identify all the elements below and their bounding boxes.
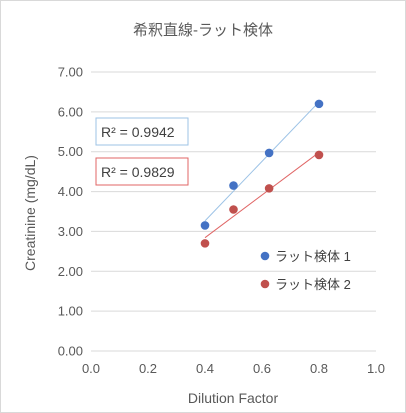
- r2-annotations: R² = 0.9942 R² = 0.9829: [95, 117, 189, 186]
- y-tick-label-7: 7.00: [58, 65, 83, 80]
- chart-title: 希釈直線-ラット検体: [133, 22, 273, 39]
- legend-label-2: ラット検体 2: [275, 277, 351, 292]
- y-axis-label: Creatinine (mg/dL): [22, 155, 38, 271]
- legend-marker-1: [260, 251, 270, 261]
- x-tick-label-3: 0.6: [253, 361, 271, 376]
- data-point-s2-3: [264, 184, 274, 193]
- x-tick-label-4: 0.8: [310, 361, 328, 376]
- x-tick-label-0: 0.0: [82, 361, 100, 376]
- data-points: [200, 99, 324, 248]
- y-tick-label-3: 3.00: [58, 224, 83, 239]
- data-point-s1-4: [314, 99, 324, 109]
- trendline-series-1: [204, 101, 320, 222]
- data-point-s1-1: [200, 221, 210, 230]
- y-tick-label-2: 2.00: [58, 264, 83, 279]
- y-tick-label-4: 4.00: [58, 184, 83, 199]
- y-tick-label-1: 1.00: [58, 304, 83, 319]
- legend-marker-2: [260, 279, 270, 289]
- data-point-s1-3: [264, 148, 274, 158]
- data-point-s2-1: [200, 239, 210, 248]
- y-tick-label-5: 5.00: [58, 144, 83, 159]
- trendlines: [204, 101, 320, 239]
- trendline-series-2: [204, 152, 320, 239]
- x-tick-label-2: 0.4: [196, 361, 214, 376]
- data-point-s2-4: [314, 150, 324, 160]
- y-tick-labels: 0.00 1.00 2.00 3.00 4.00 5.00 6.00 7.00: [58, 65, 83, 359]
- x-tick-label-1: 0.2: [139, 361, 157, 376]
- r2-label-1: R² = 0.9942: [101, 124, 175, 140]
- y-tick-label-0: 0.00: [58, 344, 83, 359]
- x-tick-labels: 0.0 0.2 0.4 0.6 0.8 1.0: [82, 361, 385, 376]
- x-axis-label: Dilution Factor: [188, 390, 279, 406]
- data-point-s1-2: [229, 181, 238, 190]
- r2-box-1: [95, 117, 189, 146]
- r2-box-2: [95, 157, 189, 186]
- x-tick-label-5: 1.0: [367, 361, 385, 376]
- r2-label-2: R² = 0.9829: [101, 164, 175, 180]
- y-tick-label-6: 6.00: [58, 104, 83, 119]
- legend-label-1: ラット検体 1: [275, 249, 351, 264]
- legend: ラット検体 1 ラット検体 2: [260, 249, 351, 292]
- data-point-s2-2: [229, 205, 238, 214]
